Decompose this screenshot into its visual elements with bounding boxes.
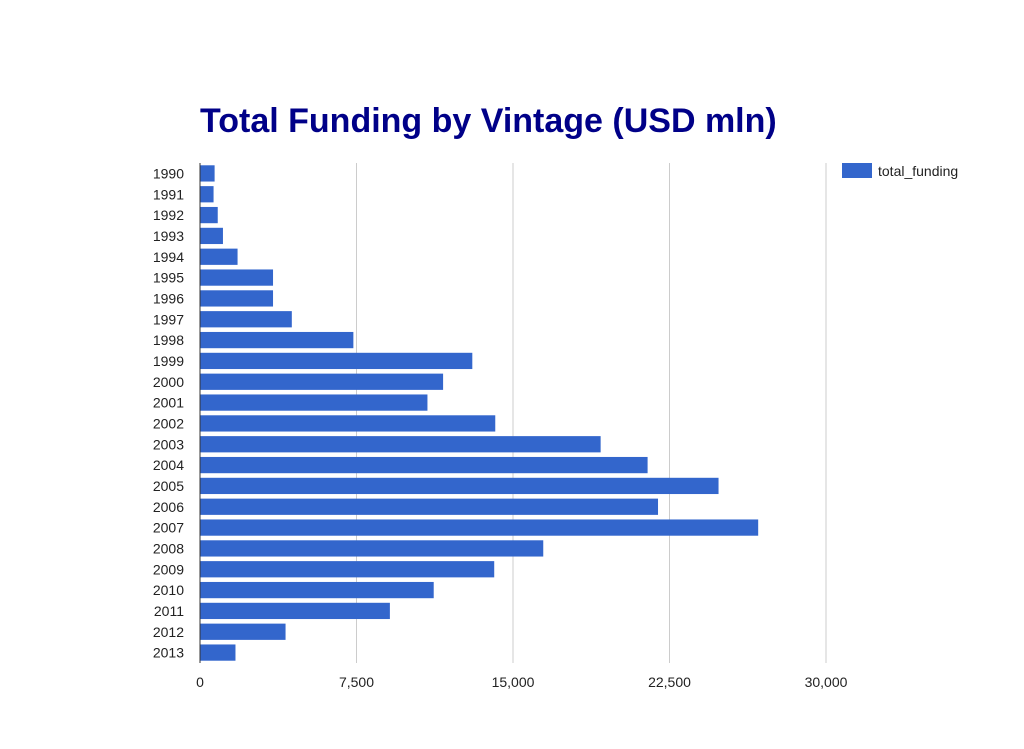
y-tick-label: 2007 (153, 520, 184, 536)
legend: total_funding (842, 163, 958, 179)
bar (200, 644, 236, 661)
bar (200, 498, 659, 515)
y-tick-label: 1990 (153, 165, 184, 181)
bar (200, 436, 601, 453)
y-tick-label: 2002 (153, 415, 184, 431)
bar (200, 248, 238, 265)
bar (200, 540, 544, 557)
grid-lines (356, 163, 827, 663)
bar (200, 311, 292, 328)
y-tick-label: 2001 (153, 395, 184, 411)
y-tick-label: 2004 (153, 457, 184, 473)
y-tick-label: 2006 (153, 499, 184, 515)
y-tick-label: 1993 (153, 228, 184, 244)
x-tick-label: 22,500 (648, 674, 691, 690)
y-tick-label: 1991 (153, 186, 184, 202)
x-tick-label: 15,000 (492, 674, 535, 690)
bar (200, 394, 428, 411)
bar (200, 186, 214, 203)
bar (200, 165, 215, 182)
y-tick-label: 2009 (153, 561, 184, 577)
bar (200, 602, 390, 620)
y-tick-label: 2000 (153, 374, 184, 390)
bar (200, 331, 354, 349)
bar (200, 477, 719, 495)
y-tick-label: 2008 (153, 540, 184, 556)
bar (200, 456, 648, 474)
y-tick-label: 1992 (153, 207, 184, 223)
bar (200, 269, 274, 286)
legend-swatch (842, 163, 872, 178)
axes: 0 7,500 15,000 22,500 30,000 1990 1991 1992 1993… (153, 163, 848, 690)
bar (200, 227, 223, 245)
bar (200, 206, 218, 224)
y-tick-label: 2010 (153, 582, 184, 598)
x-tick-label: 7,500 (339, 674, 374, 690)
x-tick-label: 0 (196, 674, 204, 690)
bar (200, 373, 444, 390)
y-tick-label: 1998 (153, 332, 184, 348)
y-tick-label: 1994 (153, 249, 184, 265)
chart-title: Total Funding by Vintage (USD mln) (200, 102, 777, 140)
bar (200, 519, 759, 536)
y-tick-label: 2011 (154, 603, 184, 619)
bar (200, 352, 473, 370)
y-tick-label: 2003 (153, 436, 184, 452)
x-tick-label: 30,000 (805, 674, 848, 690)
bar (200, 581, 434, 599)
bar (200, 290, 274, 307)
y-tick-label: 1996 (153, 290, 184, 306)
y-tick-label: 1999 (153, 353, 184, 369)
legend-label: total_funding (878, 163, 958, 179)
bar (200, 623, 286, 640)
bars (200, 165, 759, 661)
y-tick-label: 2012 (153, 624, 184, 640)
bar (200, 415, 496, 432)
y-tick-label: 2013 (153, 645, 184, 661)
y-tick-label: 1995 (153, 270, 184, 286)
y-tick-label: 1997 (153, 311, 184, 327)
y-tick-label: 2005 (153, 478, 184, 494)
bar (200, 561, 495, 578)
